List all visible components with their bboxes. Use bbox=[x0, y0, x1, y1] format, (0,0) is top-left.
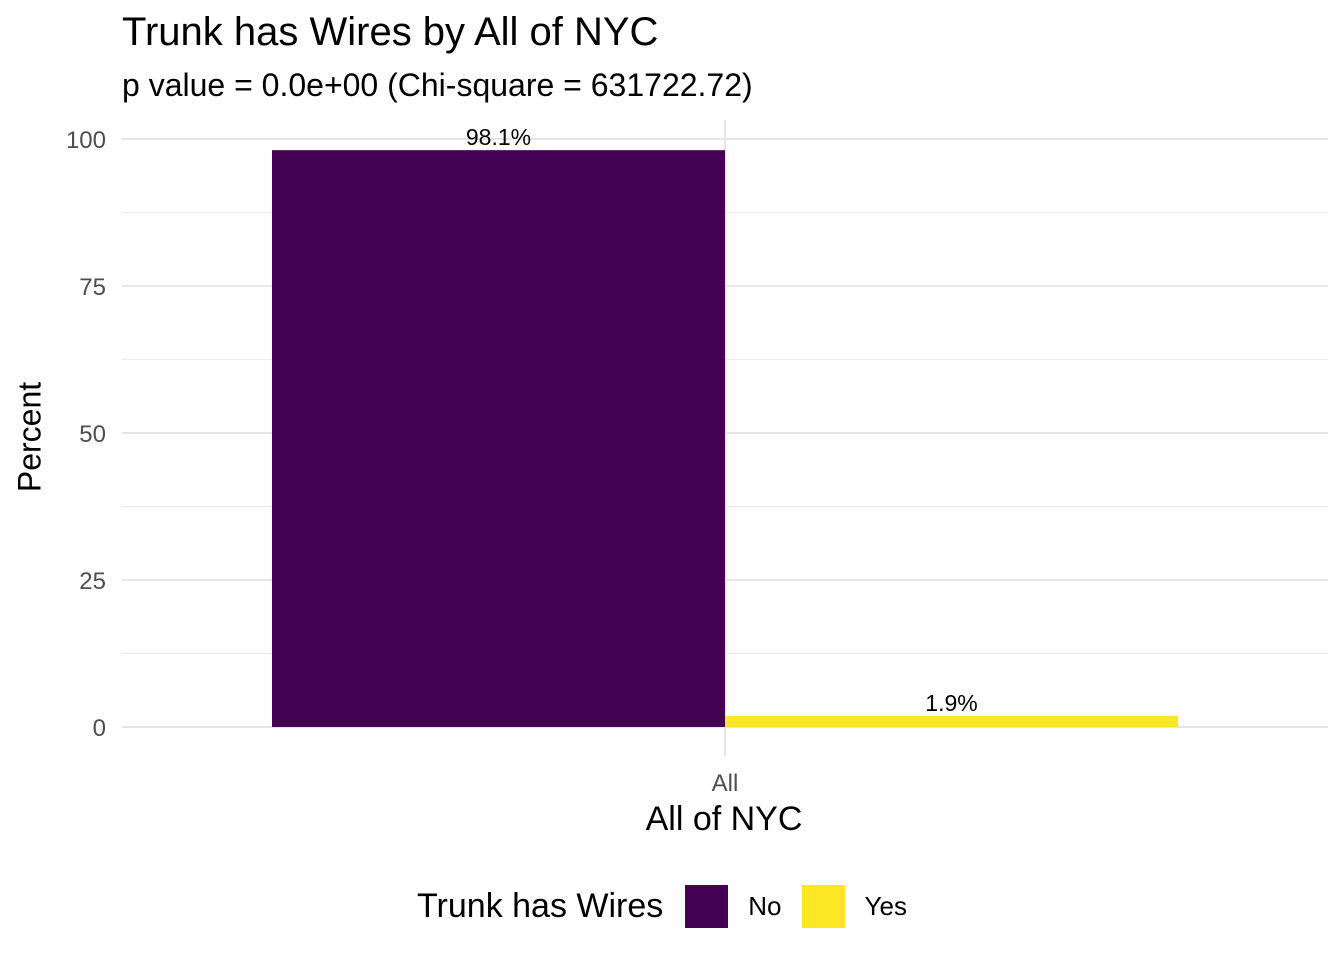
y-tick-label: 75 bbox=[79, 274, 106, 301]
legend-key-yes bbox=[801, 884, 845, 928]
chart-title: Trunk has Wires by All of NYC bbox=[122, 10, 659, 54]
data-label-yes: 1.9% bbox=[925, 690, 977, 716]
plot-area: 0 25 50 75 100 98.1% 1.9% All bbox=[66, 120, 1328, 797]
bar-no bbox=[272, 150, 725, 727]
legend-key-no bbox=[685, 884, 729, 928]
data-label-no: 98.1% bbox=[466, 124, 531, 150]
y-tick-label: 100 bbox=[66, 127, 106, 154]
legend-label-no: No bbox=[748, 890, 782, 921]
legend: Trunk has Wires No Yes bbox=[0, 884, 1344, 928]
x-tick-label: All bbox=[712, 770, 739, 797]
y-tick-label: 0 bbox=[93, 715, 106, 742]
legend-title: Trunk has Wires bbox=[417, 886, 664, 925]
bar-yes bbox=[725, 715, 1178, 727]
chart-subtitle: p value = 0.0e+00 (Chi-square = 631722.7… bbox=[122, 67, 753, 103]
y-tick-label: 25 bbox=[79, 568, 106, 595]
y-tick-label: 50 bbox=[79, 421, 106, 448]
x-axis-title: All of NYC bbox=[645, 800, 803, 838]
legend-item-no: No bbox=[685, 884, 782, 928]
legend-item-yes: Yes bbox=[801, 884, 907, 928]
legend-label-yes: Yes bbox=[864, 890, 907, 921]
